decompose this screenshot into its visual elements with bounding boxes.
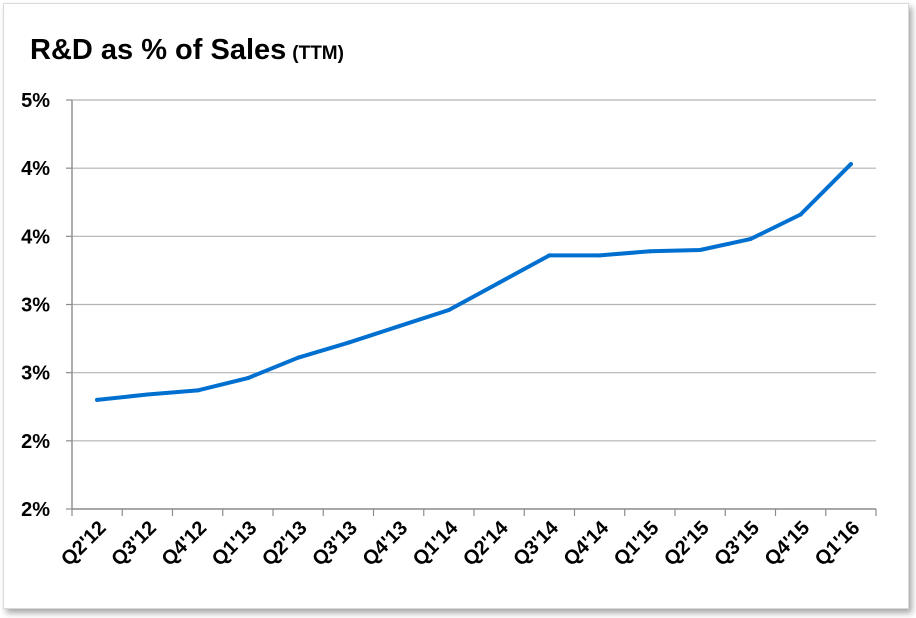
data-point [95,397,100,402]
x-tick-label: Q3'12 [107,517,161,571]
chart-title: R&D as % of Sales (TTM) [30,34,344,67]
chart-title-text: R&D as % of Sales [30,34,287,66]
data-point [346,340,351,345]
y-tick-labels: 2% 2% 3% 3% 4% 4% 5% [21,90,50,521]
x-tick-label: Q1'15 [610,517,664,571]
y-tick-label: 4% [21,226,50,248]
x-tick-label: Q3'13 [308,517,362,571]
data-point [698,247,703,252]
series-line [95,162,853,402]
data-point [245,376,250,381]
data-point [145,392,150,397]
data-point [597,253,602,258]
y-tick-label: 3% [21,295,50,317]
data-point [798,212,803,217]
x-tick-label: Q4'12 [158,517,212,571]
y-tick-label: 5% [21,90,50,112]
data-point [748,237,753,242]
x-tick-label: Q2'14 [459,516,513,570]
y-tick-label: 2% [21,431,50,453]
x-tick-label: Q4'13 [359,517,413,571]
data-point [547,253,552,258]
data-point [446,307,451,312]
x-tick-label: Q3'14 [509,516,563,570]
axes [66,99,877,516]
y-tick-label: 3% [21,363,50,385]
data-point [647,249,652,254]
series-group [95,162,853,402]
x-tick-label: Q1'16 [811,517,865,571]
x-tick-labels: Q2'12Q3'12Q4'12Q1'13Q2'13Q3'13Q4'13Q1'14… [57,516,864,570]
x-tick-label: Q4'14 [560,516,614,570]
data-point [296,355,301,360]
x-tick-label: Q1'14 [409,516,463,570]
y-tick-label: 2% [21,499,50,521]
y-tick-label: 4% [21,158,50,180]
data-point [396,324,401,329]
x-tick-label: Q4'15 [761,517,815,571]
x-tick-label: Q3'15 [710,517,764,571]
x-tick-label: Q2'15 [660,517,714,571]
data-point [848,162,853,167]
data-point [195,388,200,393]
gridlines [72,99,876,442]
chart-subtitle: (TTM) [292,43,344,64]
data-point [497,280,502,285]
x-tick-label: Q1'13 [208,517,262,571]
x-tick-label: Q2'13 [258,517,312,571]
x-tick-label: Q2'12 [57,517,111,571]
